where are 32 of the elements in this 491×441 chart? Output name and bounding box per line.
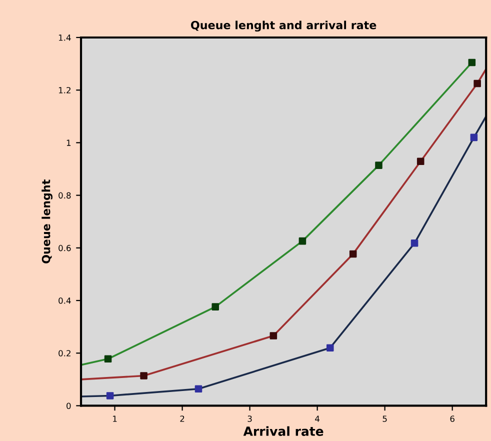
point — [270, 332, 278, 340]
y-tick-label: 0.4 — [58, 297, 71, 304]
x-tick-label: 3 — [248, 416, 252, 422]
point — [375, 162, 382, 169]
y-tick-label: 0 — [66, 402, 71, 410]
x-tick-label: 1 — [113, 416, 117, 422]
point — [470, 134, 478, 142]
point — [474, 80, 481, 88]
point — [140, 372, 148, 380]
y-tick-label: 0.2 — [58, 350, 70, 356]
x-tick-label: 4 — [315, 416, 320, 422]
y-tick-label: 1.4 — [58, 34, 71, 41]
point — [194, 385, 202, 393]
x-tick-label: 2 — [180, 416, 184, 422]
point — [104, 355, 112, 363]
x-tick-label: 5 — [382, 416, 387, 422]
y-tick-label: 1.2 — [58, 87, 70, 94]
x-axis-title: Arrival rate — [243, 426, 324, 436]
chart-title: Queue lenght and arrival rate — [190, 20, 376, 32]
point — [298, 237, 306, 245]
y-tick-label: 1 — [66, 140, 71, 146]
y-axis-title: Queue lenght — [42, 180, 52, 264]
point — [416, 158, 424, 166]
point — [326, 344, 334, 352]
y-tick-label: 0.8 — [58, 192, 71, 199]
point — [410, 240, 418, 247]
point — [349, 250, 357, 258]
y-tick-label: 0.6 — [58, 244, 71, 252]
x-tick-label: 6 — [450, 416, 454, 422]
point — [468, 58, 476, 66]
point — [106, 392, 114, 400]
point — [212, 303, 220, 310]
